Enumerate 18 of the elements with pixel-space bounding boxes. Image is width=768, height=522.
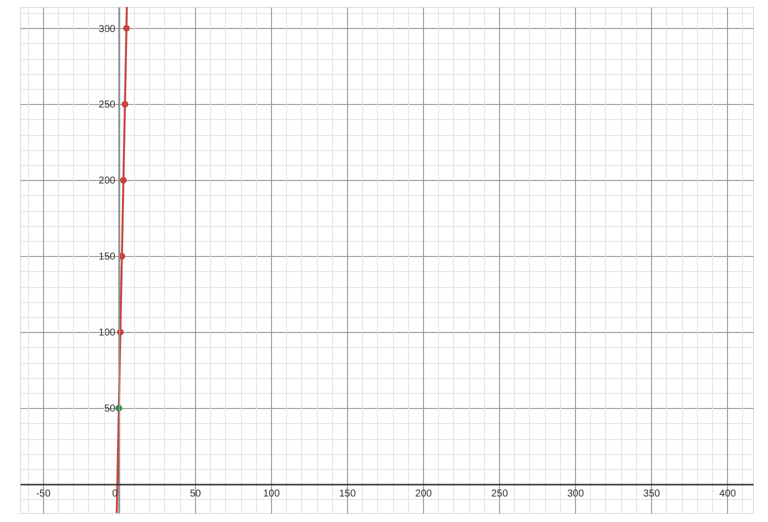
y-tick-label: 200 [98,176,116,187]
x-tick-label: 400 [719,488,736,500]
x-tick-label: 50 [190,488,202,500]
point [120,176,127,184]
point [123,24,130,32]
x-tick-label: 350 [643,488,660,500]
x-tick-label: 300 [567,488,584,500]
x-tick-label: 150 [339,488,356,500]
y-tick-label: 250 [98,100,116,111]
x-tick-label: 200 [415,488,432,500]
y-tick-label: 50 [104,404,116,415]
point [122,100,128,108]
x-tick-label: 250 [491,488,508,500]
y-tick-label: 150 [98,252,116,263]
y-tick-label: 100 [98,328,116,339]
x-tick-label: 100 [263,488,280,500]
x-tick-label: -50 [36,488,51,500]
y-tick-label: 300 [98,24,116,35]
